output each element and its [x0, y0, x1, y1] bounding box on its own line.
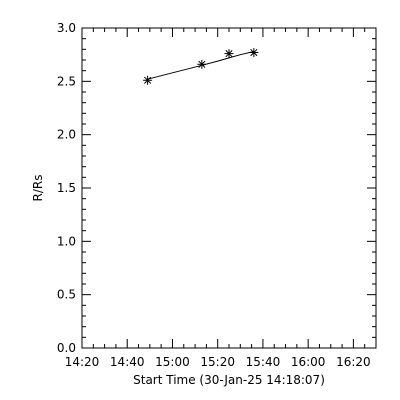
y-axis: 0.0 0.5 1.0 1.5 2.0 2.5 3.0	[57, 21, 376, 355]
x-tick-label: 15:20	[200, 355, 235, 369]
data-point	[143, 75, 153, 85]
plot-frame	[81, 27, 377, 349]
data-point	[249, 48, 259, 58]
data-point	[197, 59, 207, 69]
x-axis: 14:20 14:40 15:00 15:20 15:40 16:00 16:20	[65, 28, 371, 369]
y-tick-label: 2.0	[57, 128, 76, 142]
y-tick-label: 1.5	[57, 181, 76, 195]
x-tick-label: 16:20	[336, 355, 371, 369]
x-tick-label: 14:40	[110, 355, 145, 369]
y-tick-label: 3.0	[57, 21, 76, 35]
y-tick-label: 1.0	[57, 234, 76, 248]
minor-ticks	[82, 28, 377, 348]
x-tick-label: 15:00	[155, 355, 190, 369]
data-points	[143, 48, 259, 85]
y-tick-label: 2.5	[57, 74, 76, 88]
x-tick-label: 16:00	[291, 355, 326, 369]
x-tick-label: 15:40	[246, 355, 281, 369]
x-axis-label: Start Time (30-Jan-25 14:18:07)	[133, 373, 325, 387]
y-tick-label: 0.0	[57, 341, 76, 355]
y-tick-label: 0.5	[57, 288, 76, 302]
fit-line	[147, 51, 255, 80]
x-tick-label: 14:20	[65, 355, 100, 369]
y-axis-label: R/Rs	[31, 175, 45, 202]
data-point	[224, 49, 234, 59]
